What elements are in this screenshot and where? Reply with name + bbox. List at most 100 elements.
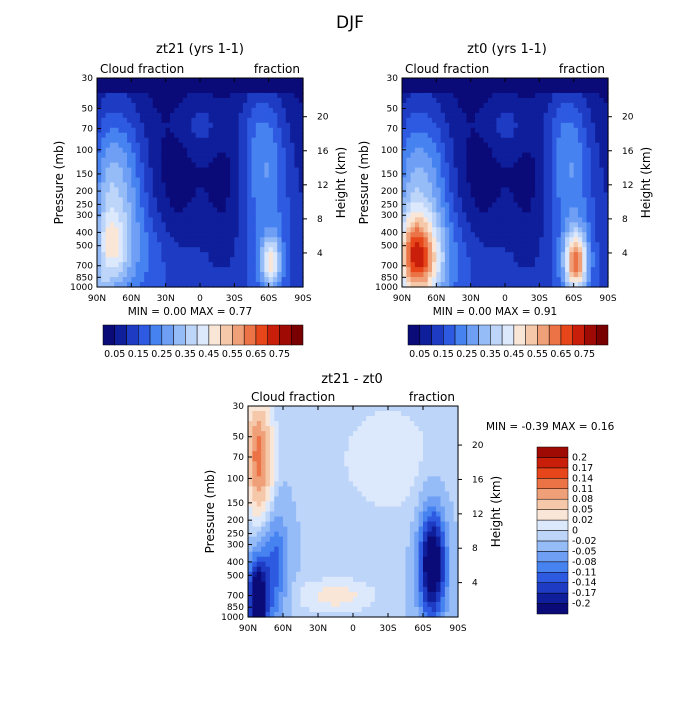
heatmap-cell bbox=[221, 183, 226, 189]
heatmap-cell bbox=[309, 436, 314, 442]
heatmap-cell bbox=[578, 93, 583, 99]
heatmap-cell bbox=[582, 183, 587, 189]
heatmap-cell bbox=[204, 183, 209, 189]
heatmap-cell bbox=[252, 197, 257, 203]
heatmap-cell bbox=[492, 103, 497, 109]
heatmap-cell bbox=[136, 153, 141, 159]
heatmap-cell bbox=[294, 242, 299, 248]
heatmap-cell bbox=[552, 212, 557, 218]
heatmap-cell bbox=[260, 108, 265, 114]
heatmap-cell bbox=[110, 277, 115, 283]
heatmap-cell bbox=[183, 207, 188, 213]
heatmap-cell bbox=[406, 217, 411, 223]
heatmap-cell bbox=[252, 173, 257, 179]
heatmap-cell bbox=[127, 178, 132, 184]
heatmap-cell bbox=[269, 168, 274, 174]
heatmap-cell bbox=[599, 232, 604, 238]
heatmap-cell bbox=[574, 202, 579, 208]
heatmap-cell bbox=[526, 252, 531, 258]
heatmap-cell bbox=[501, 197, 506, 203]
heatmap-cell bbox=[518, 153, 523, 159]
heatmap-cell bbox=[492, 252, 497, 258]
heatmap-cell bbox=[557, 247, 562, 253]
heatmap-cell bbox=[522, 222, 527, 228]
heatmap-cell bbox=[270, 572, 275, 578]
heatmap-cell bbox=[552, 153, 557, 159]
heatmap-cell bbox=[221, 98, 226, 104]
heatmap-cell bbox=[114, 202, 119, 208]
heatmap-cell bbox=[183, 113, 188, 119]
y2-tick-label: 8 bbox=[317, 215, 323, 225]
heatmap-cell bbox=[187, 262, 192, 268]
heatmap-cell bbox=[557, 118, 562, 124]
heatmap-cell bbox=[587, 247, 592, 253]
heatmap-cell bbox=[526, 197, 531, 203]
heatmap-cell bbox=[318, 416, 323, 422]
heatmap-cell bbox=[419, 207, 424, 213]
heatmap-cell bbox=[157, 232, 162, 238]
heatmap-cell bbox=[127, 222, 132, 228]
heatmap-cell bbox=[264, 163, 269, 169]
heatmap-cell bbox=[574, 118, 579, 124]
heatmap-cell bbox=[290, 202, 295, 208]
heatmap-cell bbox=[290, 153, 295, 159]
heatmap-cell bbox=[239, 217, 244, 223]
heatmap-cell bbox=[226, 88, 231, 94]
heatmap-cell bbox=[261, 446, 266, 452]
heatmap-cell bbox=[449, 98, 454, 104]
heatmap-cell bbox=[419, 148, 424, 154]
heatmap-cell bbox=[204, 252, 209, 258]
heatmap-cell bbox=[552, 158, 557, 164]
heatmap-cell bbox=[294, 257, 299, 263]
heatmap-cell bbox=[252, 512, 257, 518]
heatmap-cell bbox=[221, 173, 226, 179]
heatmap-cell bbox=[149, 113, 154, 119]
heatmap-cell bbox=[415, 187, 420, 193]
heatmap-cell bbox=[196, 197, 201, 203]
heatmap-cell bbox=[136, 212, 141, 218]
heatmap-cell bbox=[127, 257, 132, 263]
heatmap-cell bbox=[294, 158, 299, 164]
heatmap-cell bbox=[140, 277, 145, 283]
heatmap-cell bbox=[127, 232, 132, 238]
heatmap-cell bbox=[548, 232, 553, 238]
heatmap-cell bbox=[274, 451, 279, 457]
heatmap-cell bbox=[423, 277, 428, 283]
heatmap-cell bbox=[432, 237, 437, 243]
heatmap-cell bbox=[599, 148, 604, 154]
heatmap-cell bbox=[166, 138, 171, 144]
heatmap-cell bbox=[204, 257, 209, 263]
heatmap-cell bbox=[318, 446, 323, 452]
heatmap-cell bbox=[114, 133, 119, 139]
heatmap-cell bbox=[411, 163, 416, 169]
heatmap-cell bbox=[252, 567, 257, 573]
colorbar-swatch bbox=[221, 325, 233, 345]
heatmap-cell bbox=[114, 222, 119, 228]
heatmap-cell bbox=[226, 128, 231, 134]
heatmap-cell bbox=[587, 237, 592, 243]
heatmap-cell bbox=[296, 411, 301, 417]
heatmap-cell bbox=[136, 98, 141, 104]
heatmap-cell bbox=[149, 227, 154, 233]
heatmap-cell bbox=[140, 128, 145, 134]
heatmap-cell bbox=[243, 277, 248, 283]
heatmap-cell bbox=[161, 267, 166, 273]
heatmap-cell bbox=[294, 237, 299, 243]
heatmap-cell bbox=[531, 88, 536, 94]
heatmap-cell bbox=[402, 277, 407, 283]
heatmap-cell bbox=[587, 108, 592, 114]
heatmap-cell bbox=[157, 88, 162, 94]
heatmap-cell bbox=[270, 506, 275, 512]
heatmap-cell bbox=[277, 178, 282, 184]
heatmap-cell bbox=[266, 537, 271, 543]
heatmap-cell bbox=[531, 98, 536, 104]
heatmap-cell bbox=[209, 148, 214, 154]
heatmap-cell bbox=[106, 247, 111, 253]
heatmap-cell bbox=[526, 222, 531, 228]
heatmap-cell bbox=[479, 252, 484, 258]
heatmap-cell bbox=[213, 217, 218, 223]
heatmap-cell bbox=[239, 183, 244, 189]
heatmap-cell bbox=[415, 158, 420, 164]
heatmap-cell bbox=[179, 257, 184, 263]
